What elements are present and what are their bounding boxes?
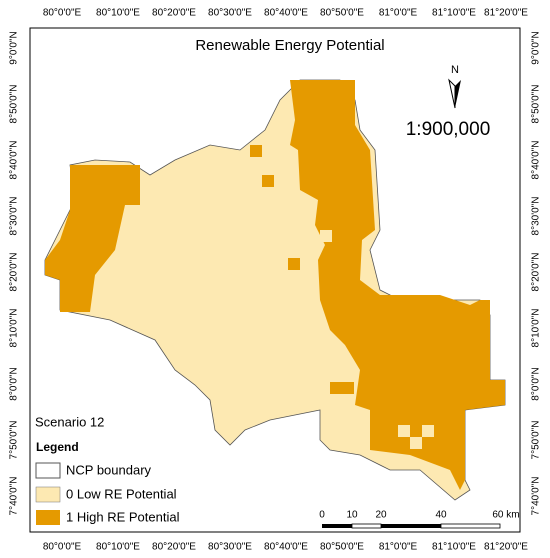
- scale-bar: [322, 523, 501, 529]
- longitude-label: 80°10'0"E: [96, 8, 140, 19]
- high-potential-cell: [262, 175, 274, 187]
- high-potential-area: [290, 80, 505, 490]
- longitude-label: 80°40'0"E: [264, 8, 308, 19]
- longitude-label: 80°0'0"E: [43, 542, 82, 553]
- low-potential-cell: [273, 140, 285, 152]
- map-title: Renewable Energy Potential: [195, 37, 384, 54]
- latitude-label: 7°40'0"N: [531, 477, 542, 516]
- latitude-label: 8°30'0"N: [531, 197, 542, 236]
- longitude-label: 81°0'0"E: [379, 542, 418, 553]
- legend-swatch: [35, 462, 61, 479]
- scale-bar-label: 10: [346, 510, 358, 521]
- latitude-label: 7°40'0"N: [9, 477, 20, 516]
- longitude-label: 80°50'0"E: [320, 8, 364, 19]
- legend-title: Legend: [36, 440, 79, 454]
- high-potential-cell: [330, 382, 354, 394]
- low-potential-cell: [422, 425, 434, 437]
- low-potential-cell: [320, 230, 332, 242]
- latitude-label: 8°0'0"N: [531, 367, 542, 400]
- latitude-label: 8°40'0"N: [531, 141, 542, 180]
- longitude-label: 80°20'0"E: [152, 8, 196, 19]
- longitude-label: 80°20'0"E: [152, 542, 196, 553]
- high-potential-cell: [288, 258, 300, 270]
- latitude-label: 8°0'0"N: [9, 367, 20, 400]
- longitude-label: 81°20'0"E: [484, 8, 528, 19]
- longitude-label: 80°10'0"E: [96, 542, 140, 553]
- scale-bar-label: 0: [319, 510, 325, 521]
- legend-item: 0 Low RE Potential: [66, 486, 177, 501]
- longitude-label: 80°50'0"E: [320, 542, 364, 553]
- north-label: N: [451, 64, 459, 76]
- high-potential-cell: [250, 145, 262, 157]
- latitude-label: 8°40'0"N: [9, 141, 20, 180]
- latitude-label: 8°20'0"N: [531, 253, 542, 292]
- north-arrow: [455, 80, 461, 108]
- latitude-label: 9°0'0"N: [9, 31, 20, 64]
- latitude-label: 8°50'0"N: [531, 85, 542, 124]
- longitude-label: 80°40'0"E: [264, 542, 308, 553]
- high-potential-area: [45, 165, 140, 312]
- longitude-label: 80°30'0"E: [208, 8, 252, 19]
- legend-swatch: [35, 486, 61, 503]
- scale-ratio: 1:900,000: [406, 119, 491, 140]
- scale-bar-label: 20: [375, 510, 387, 521]
- longitude-label: 81°10'0"E: [432, 8, 476, 19]
- longitude-label: 81°0'0"E: [379, 8, 418, 19]
- latitude-label: 8°50'0"N: [9, 85, 20, 124]
- scale-bar-label: 40: [435, 510, 447, 521]
- latitude-label: 7°50'0"N: [531, 421, 542, 460]
- latitude-label: 8°10'0"N: [9, 309, 20, 348]
- scale-bar-label: 60 km: [492, 510, 519, 521]
- latitude-label: 8°20'0"N: [9, 253, 20, 292]
- latitude-label: 7°50'0"N: [9, 421, 20, 460]
- legend-swatch: [36, 510, 60, 525]
- low-potential-cell: [398, 425, 410, 437]
- longitude-label: 81°20'0"E: [484, 542, 528, 553]
- scenario-label: Scenario 12: [35, 414, 104, 429]
- latitude-label: 8°30'0"N: [9, 197, 20, 236]
- longitude-label: 81°10'0"E: [432, 542, 476, 553]
- longitude-label: 80°0'0"E: [43, 8, 82, 19]
- latitude-label: 9°0'0"N: [531, 31, 542, 64]
- longitude-label: 80°30'0"E: [208, 542, 252, 553]
- legend-item: NCP boundary: [66, 462, 152, 477]
- low-potential-cell: [410, 437, 422, 449]
- legend-item: 1 High RE Potential: [66, 509, 180, 524]
- latitude-label: 8°10'0"N: [531, 309, 542, 348]
